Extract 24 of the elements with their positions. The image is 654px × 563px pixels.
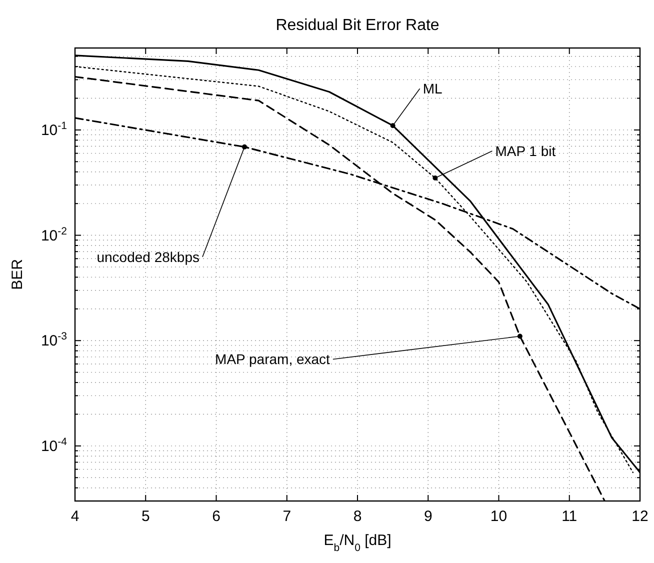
point (390, 123, 396, 128)
chart-title: Residual Bit Error Rate (276, 17, 440, 34)
y-axis-title: BER (9, 258, 26, 290)
y-tick-label: 10$^{-4}$ (40, 436, 68, 455)
x-tick-label: 5 (141, 508, 150, 525)
y-tick-label: 10$^{-1}$ (40, 120, 68, 139)
annotation: MAP param, exact (215, 351, 330, 368)
annotation: MAP 1 bit (495, 142, 556, 159)
x-tick-label: 11 (562, 508, 578, 525)
point (242, 144, 247, 150)
x-tick-label: 7 (282, 508, 292, 525)
point (517, 334, 522, 339)
y-tick-label: 10$^{-3}$ (40, 330, 68, 350)
x-tick-label: 4 (70, 508, 80, 525)
x-tick-label: 10 (490, 508, 508, 525)
y-tick-label: 10$^{-2}$ (40, 225, 68, 244)
annotation: uncoded 28kbps (96, 248, 200, 265)
point (432, 175, 438, 180)
annotation: ML (422, 80, 442, 97)
x-tick-label: 9 (424, 508, 432, 525)
x-tick-label: 6 (212, 508, 220, 525)
x-tick-label: 8 (353, 508, 362, 525)
x-axis-title: E$_{b}$/N$_{0}$ [dB] (324, 532, 392, 554)
x-tick-label: 12 (632, 508, 648, 525)
